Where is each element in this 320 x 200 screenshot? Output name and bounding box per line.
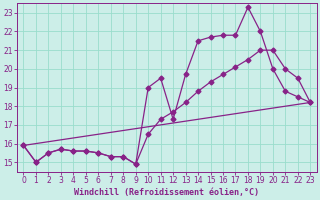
X-axis label: Windchill (Refroidissement éolien,°C): Windchill (Refroidissement éolien,°C) — [74, 188, 260, 197]
